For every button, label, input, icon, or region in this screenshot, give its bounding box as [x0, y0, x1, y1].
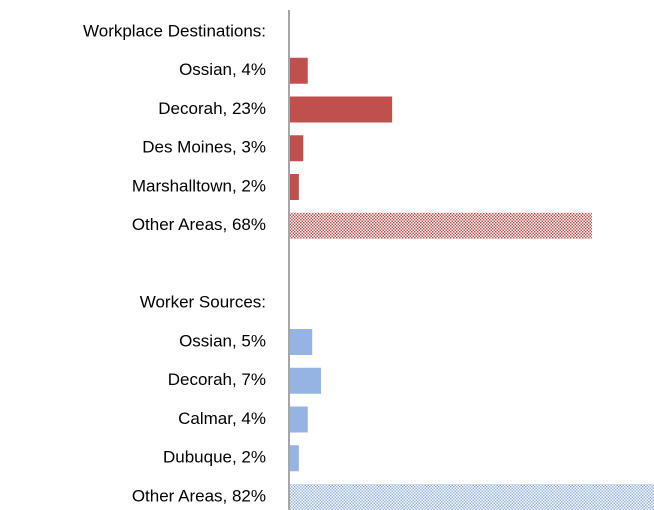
category-label: Dubuque, 2%: [163, 448, 266, 467]
bar: [290, 174, 299, 200]
bar: [290, 484, 654, 510]
category-label: Ossian, 4%: [179, 60, 266, 79]
bar: [290, 212, 592, 239]
bar: [290, 406, 308, 433]
category-label: Des Moines, 3%: [142, 138, 266, 157]
bar: [290, 367, 322, 394]
bar: [290, 57, 308, 84]
bar: [290, 96, 393, 123]
bar: [290, 135, 304, 162]
category-label: Marshalltown, 2%: [132, 176, 266, 195]
bar: [290, 329, 313, 355]
category-label: Decorah, 23%: [158, 99, 266, 118]
category-label: Other Areas, 68%: [132, 215, 266, 234]
category-label: Other Areas, 82%: [132, 486, 266, 505]
category-label: Ossian, 5%: [179, 331, 266, 350]
category-label: Decorah, 7%: [168, 370, 266, 389]
category-label: Calmar, 4%: [178, 409, 266, 428]
bar: [290, 445, 299, 472]
category-label: Workplace Destinations:: [83, 21, 266, 40]
category-label: Worker Sources:: [140, 293, 266, 312]
